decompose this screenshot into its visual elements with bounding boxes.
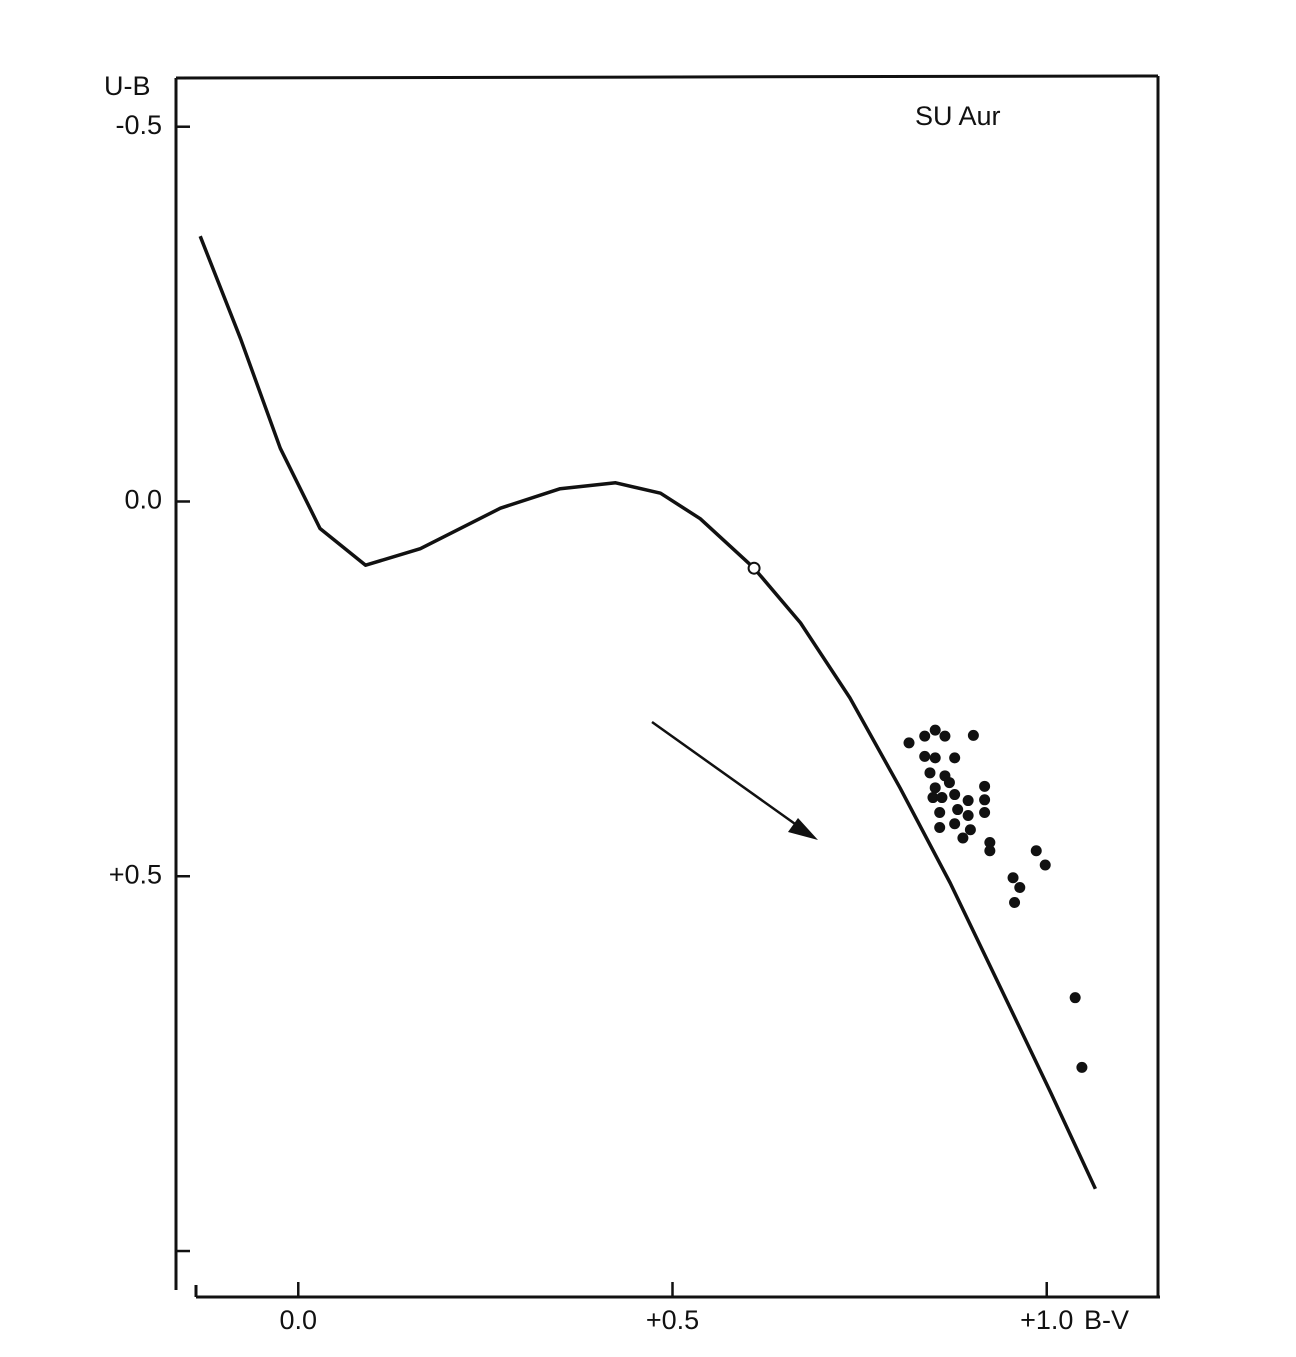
point [949, 818, 961, 830]
y-axis-label: U-B [104, 71, 151, 101]
point [957, 832, 969, 844]
point [939, 730, 951, 742]
point [952, 804, 964, 816]
point [949, 789, 961, 801]
reddening-arrow [651, 720, 818, 840]
point [962, 810, 974, 822]
y-tick-label: -0.5 [115, 110, 162, 140]
point [1009, 896, 1021, 908]
point [1007, 872, 1019, 884]
arrow-head [788, 818, 818, 840]
point [962, 795, 974, 807]
curve [198, 235, 1097, 1190]
point [949, 752, 961, 764]
arrow-shaft [651, 720, 813, 838]
x-axis-label: B-V [1084, 1305, 1129, 1335]
x-tick-label: 0.0 [279, 1305, 317, 1335]
point [979, 794, 991, 806]
point [1030, 845, 1042, 857]
point [929, 752, 941, 764]
point [943, 777, 955, 789]
point [967, 729, 979, 741]
point [919, 730, 931, 742]
point [924, 767, 936, 779]
y-tick-label: +0.5 [109, 859, 162, 889]
point [929, 724, 941, 736]
point [903, 737, 915, 749]
chart-title: SU Aur [915, 101, 1001, 131]
point [979, 807, 991, 819]
x-tick-label: +0.5 [646, 1305, 699, 1335]
point [934, 822, 946, 834]
point [984, 837, 996, 849]
point [1076, 1061, 1088, 1073]
open-point [747, 561, 761, 575]
point [979, 780, 991, 792]
point [927, 792, 939, 804]
point [934, 807, 946, 819]
point [1039, 859, 1051, 871]
point [1069, 992, 1081, 1004]
point [1014, 882, 1026, 894]
point [964, 824, 976, 836]
y-tick-label: 0.0 [124, 485, 162, 515]
x-tick-label: +1.0 [1020, 1305, 1073, 1335]
point [919, 750, 931, 762]
point [929, 782, 941, 794]
point [984, 845, 996, 857]
frame [174, 74, 1160, 1299]
top-border [175, 74, 1159, 80]
point [936, 792, 948, 804]
